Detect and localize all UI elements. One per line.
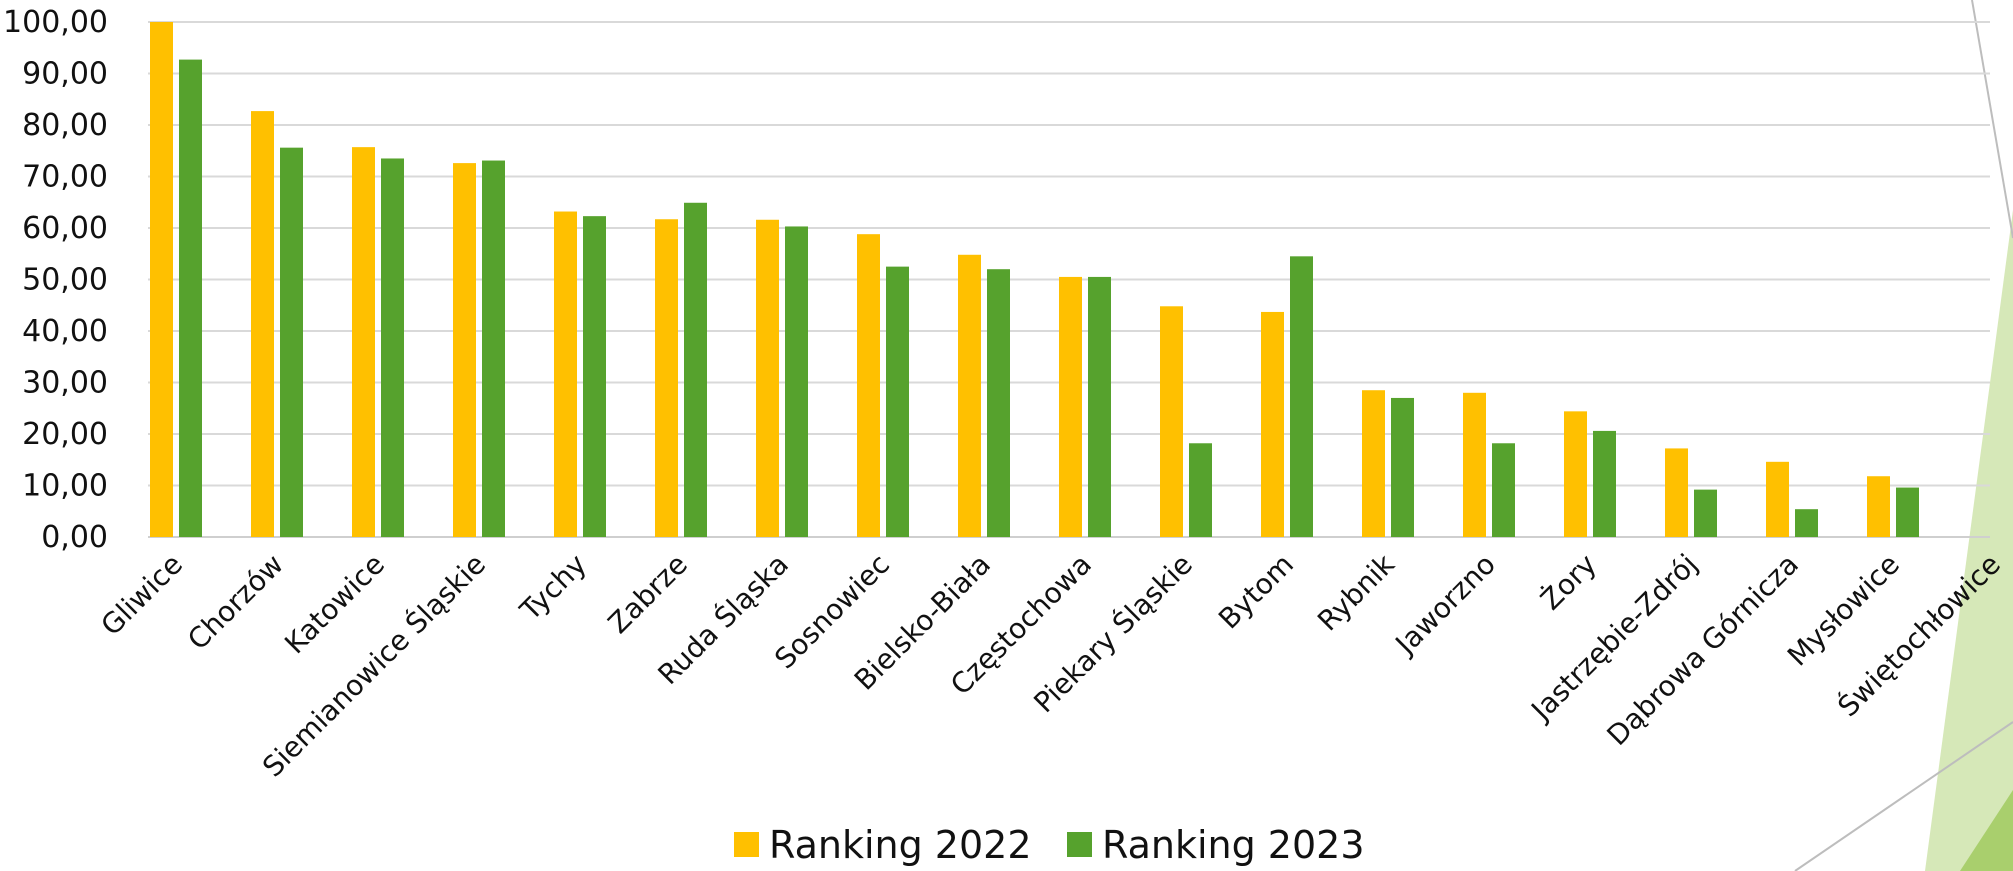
y-tick-label: 100,00	[3, 5, 108, 40]
legend: Ranking 2022 Ranking 2023	[734, 823, 1365, 867]
x-tick-label: Zabrze	[602, 548, 694, 640]
y-tick-label: 80,00	[22, 108, 108, 143]
bar-2022	[251, 111, 274, 537]
bar-2023	[1593, 430, 1616, 537]
bar-2022	[1564, 411, 1587, 537]
bar-2022	[150, 22, 173, 537]
x-tick-label: Gliwice	[95, 548, 189, 642]
bar-2022	[1362, 390, 1385, 537]
bar-2023	[1896, 487, 1919, 537]
y-axis: 0,00 10,00 20,00 30,00 40,00 50,00 60,00 70,00 8…	[3, 5, 108, 555]
bar-2023	[1290, 256, 1313, 537]
y-tick-label: 70,00	[22, 160, 108, 195]
bar-2022	[756, 219, 779, 537]
y-tick-label: 10,00	[22, 469, 108, 504]
bar-2022	[1059, 276, 1082, 537]
bar-2022	[352, 147, 375, 537]
x-tick-label: Jastrzębie-Zdrój	[1524, 548, 1704, 728]
legend-label: Ranking 2022	[769, 823, 1032, 867]
y-tick-label: 20,00	[22, 417, 108, 452]
decor-line	[1794, 721, 2013, 871]
bar-2023	[1492, 443, 1515, 537]
y-tick-label: 40,00	[22, 314, 108, 349]
bar-2022	[1665, 448, 1688, 537]
x-tick-label: Jaworzno	[1388, 548, 1502, 662]
x-tick-label: Żory	[1534, 548, 1603, 617]
decor-mid-triangle	[1960, 790, 2013, 871]
bar-2023	[886, 266, 909, 537]
bar-2022	[1160, 306, 1183, 537]
bar-2022	[1463, 392, 1486, 537]
bar-2023	[1088, 276, 1111, 537]
bar-2023	[1391, 397, 1414, 537]
x-tick-label: Dąbrowa Górnicza	[1601, 548, 1805, 752]
bar-2022	[1766, 461, 1789, 537]
bar-2023	[987, 269, 1010, 537]
bar-2023	[684, 202, 707, 537]
bar-2023	[583, 216, 606, 537]
bar-2022	[1261, 311, 1284, 537]
bar-2023	[1795, 509, 1818, 537]
bar-2023	[381, 158, 404, 537]
bar-2022	[958, 254, 981, 537]
legend-swatch	[734, 832, 759, 857]
bars	[150, 22, 1919, 538]
bar-2023	[1189, 443, 1212, 537]
bar-2023	[1694, 489, 1717, 537]
legend-swatch	[1067, 832, 1092, 857]
bar-2022	[453, 163, 476, 538]
legend-label: Ranking 2023	[1102, 823, 1365, 867]
x-tick-label: Bytom	[1212, 548, 1300, 636]
x-tick-label: Tychy	[513, 548, 593, 628]
bar-2023	[179, 59, 202, 537]
y-tick-label: 0,00	[41, 520, 108, 555]
bar-2022	[554, 211, 577, 537]
bar-2023	[785, 226, 808, 537]
decor-line	[1971, 0, 2013, 239]
slide-decoration	[1794, 0, 2013, 871]
y-tick-label: 50,00	[22, 263, 108, 298]
x-tick-label: Chorzów	[181, 548, 290, 657]
bar-2022	[1867, 476, 1890, 537]
bar-2022	[655, 219, 678, 537]
decor-light-triangle	[1925, 210, 2013, 871]
bar-2022	[857, 234, 880, 537]
bar-2023	[280, 147, 303, 537]
bar-2023	[482, 160, 505, 537]
y-tick-label: 30,00	[22, 366, 108, 401]
y-tick-label: 60,00	[22, 211, 108, 246]
x-tick-label: Rybnik	[1311, 547, 1401, 637]
y-tick-label: 90,00	[22, 57, 108, 92]
